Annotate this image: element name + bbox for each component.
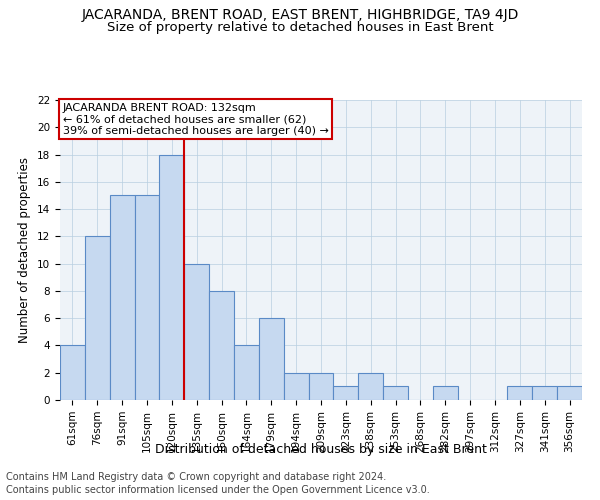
Bar <box>110 196 134 400</box>
Bar <box>134 196 160 400</box>
Bar <box>308 372 334 400</box>
Bar <box>259 318 284 400</box>
Bar <box>60 346 85 400</box>
Bar <box>557 386 582 400</box>
Bar <box>85 236 110 400</box>
Bar <box>160 154 184 400</box>
Bar <box>284 372 308 400</box>
Bar <box>358 372 383 400</box>
Y-axis label: Number of detached properties: Number of detached properties <box>19 157 31 343</box>
Bar <box>234 346 259 400</box>
Bar <box>383 386 408 400</box>
Text: Contains public sector information licensed under the Open Government Licence v3: Contains public sector information licen… <box>6 485 430 495</box>
Text: JACARANDA, BRENT ROAD, EAST BRENT, HIGHBRIDGE, TA9 4JD: JACARANDA, BRENT ROAD, EAST BRENT, HIGHB… <box>82 8 518 22</box>
Text: JACARANDA BRENT ROAD: 132sqm
← 61% of detached houses are smaller (62)
39% of se: JACARANDA BRENT ROAD: 132sqm ← 61% of de… <box>63 103 329 136</box>
Text: Distribution of detached houses by size in East Brent: Distribution of detached houses by size … <box>155 442 487 456</box>
Text: Contains HM Land Registry data © Crown copyright and database right 2024.: Contains HM Land Registry data © Crown c… <box>6 472 386 482</box>
Bar <box>508 386 532 400</box>
Bar <box>209 291 234 400</box>
Text: Size of property relative to detached houses in East Brent: Size of property relative to detached ho… <box>107 21 493 34</box>
Bar <box>334 386 358 400</box>
Bar <box>184 264 209 400</box>
Bar <box>532 386 557 400</box>
Bar <box>433 386 458 400</box>
